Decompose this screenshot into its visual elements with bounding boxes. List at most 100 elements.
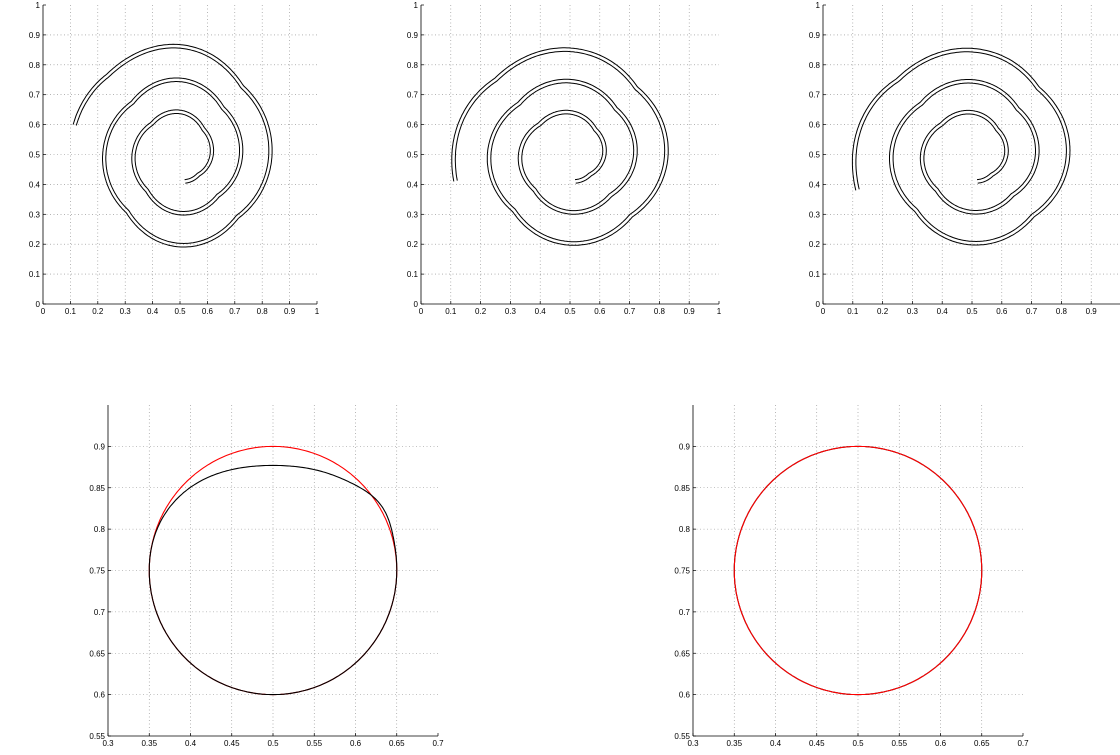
y-tick-label: 0 — [36, 300, 41, 309]
y-tick-label: 0.3 — [809, 210, 821, 219]
panel-top-left: 0 0.1 0.2 0.3 0.4 0.5 0.6 0.7 0.8 0.9 1 0 0.1 0.2 0.3 0… — [29, 1, 320, 316]
y-tick-label: 0.4 — [809, 180, 821, 189]
x-tick-label: 0.4 — [535, 307, 547, 316]
x-tick-label: 0.6 — [996, 307, 1008, 316]
x-tick-label: 0.9 — [684, 307, 696, 316]
series-line — [148, 464, 398, 696]
y-tick-label: 0.9 — [407, 31, 419, 40]
y-tick-label: 0 — [414, 300, 419, 309]
y-tick-label: 0.7 — [407, 91, 419, 100]
x-tick-label: 0.2 — [92, 307, 104, 316]
y-tick-label: 0.7 — [29, 91, 41, 100]
y-tick-label: 0.85 — [674, 484, 690, 493]
y-tick-label: 0.8 — [679, 525, 691, 534]
x-tick-label: 0.3 — [120, 307, 132, 316]
x-tick-label: 0.8 — [654, 307, 666, 316]
x-tick-label: 0.7 — [1026, 307, 1038, 316]
y-tick-label: 0.9 — [94, 442, 106, 451]
x-tick-label: 0.1 — [445, 307, 457, 316]
x-tick-label: 1 — [315, 307, 320, 316]
series-line-outer — [851, 47, 1071, 246]
series-line-outer — [72, 43, 273, 248]
x-tick-label: 0.4 — [147, 307, 159, 316]
panel-bottom-right: 0.3 0.35 0.4 0.45 0.5 0.55 0.6 0.65 0.7 0.55 0.6 0.… — [674, 405, 1029, 748]
y-tick-label: 0.75 — [674, 567, 690, 576]
y-tick-label: 0.5 — [29, 151, 41, 160]
series-line-inner — [855, 51, 1067, 243]
x-tick-label: 0.1 — [847, 307, 859, 316]
y-tick-label: 1 — [414, 1, 419, 10]
y-tick-label: 0.8 — [809, 61, 821, 70]
x-tick-label: 0.4 — [185, 739, 197, 748]
y-tick-label: 0.8 — [29, 61, 41, 70]
y-tick-label: 0.3 — [29, 210, 41, 219]
y-tick-label: 0.1 — [809, 270, 821, 279]
y-tick-label: 0.7 — [679, 608, 691, 617]
y-tick-label: 0.8 — [407, 61, 419, 70]
x-tick-label: 0.65 — [974, 739, 990, 748]
y-tick-label: 0.75 — [89, 567, 105, 576]
x-tick-label: 0.45 — [224, 739, 240, 748]
x-tick-label: 0.55 — [891, 739, 907, 748]
panel-bottom-left: 0.3 0.35 0.4 0.45 0.5 0.55 0.6 0.65 0.7 0.55 0.6 0.… — [89, 405, 444, 748]
x-tick-label: 0 — [821, 307, 826, 316]
x-tick-label: 0.4 — [770, 739, 782, 748]
y-tick-label: 0.55 — [674, 732, 690, 741]
y-tick-label: 0.3 — [407, 210, 419, 219]
y-tick-label: 0.7 — [809, 91, 821, 100]
x-tick-label: 0.35 — [726, 739, 742, 748]
x-tick-label: 0.5 — [564, 307, 576, 316]
x-tick-label: 0.3 — [505, 307, 517, 316]
y-tick-label: 0.4 — [29, 180, 41, 189]
y-tick-label: 0.65 — [674, 649, 690, 658]
x-tick-label: 0.3 — [907, 307, 919, 316]
panel-top-right: 0 0.1 0.2 0.3 0.4 0.5 0.6 0.7 0.8 0.9 0 0.1 0.2 0.3 0.… — [809, 1, 1120, 316]
y-tick-label: 0.6 — [679, 691, 691, 700]
x-tick-label: 0.2 — [475, 307, 487, 316]
y-tick-label: 0.2 — [29, 240, 41, 249]
x-tick-label: 0.8 — [257, 307, 269, 316]
y-tick-label: 0.1 — [29, 270, 41, 279]
y-tick-label: 0.9 — [29, 31, 41, 40]
x-tick-label: 0.5 — [267, 739, 279, 748]
x-tick-label: 0.2 — [877, 307, 889, 316]
y-tick-label: 0.6 — [94, 691, 106, 700]
y-tick-label: 0.6 — [407, 121, 419, 130]
x-tick-label: 0.55 — [306, 739, 322, 748]
y-tick-label: 0.1 — [407, 270, 419, 279]
y-tick-label: 1 — [816, 1, 821, 10]
x-tick-label: 0.5 — [174, 307, 186, 316]
y-tick-label: 0.6 — [29, 121, 41, 130]
x-tick-label: 0.3 — [102, 739, 114, 748]
series-line-inner — [454, 50, 666, 243]
y-tick-label: 0.5 — [407, 151, 419, 160]
x-tick-label: 0.65 — [389, 739, 405, 748]
x-tick-label: 0.45 — [809, 739, 825, 748]
x-tick-label: 0.6 — [935, 739, 947, 748]
y-tick-label: 0.85 — [89, 484, 105, 493]
x-tick-label: 1 — [717, 307, 722, 316]
x-tick-label: 0.7 — [1017, 739, 1029, 748]
x-tick-label: 0.7 — [624, 307, 636, 316]
x-tick-label: 0.7 — [432, 739, 444, 748]
series-line-inner — [75, 47, 270, 245]
x-tick-label: 0 — [419, 307, 424, 316]
x-tick-label: 0.35 — [141, 739, 157, 748]
y-tick-label: 0.6 — [809, 121, 821, 130]
y-tick-label: 0.8 — [94, 525, 106, 534]
y-tick-label: 0.7 — [94, 608, 106, 617]
series-line-outer — [451, 47, 669, 246]
x-tick-label: 0.6 — [594, 307, 606, 316]
x-tick-label: 0.5 — [966, 307, 978, 316]
x-tick-label: 0.9 — [1086, 307, 1098, 316]
y-tick-label: 0.5 — [809, 151, 821, 160]
x-tick-label: 0.1 — [65, 307, 77, 316]
y-tick-label: 0.55 — [89, 732, 105, 741]
x-tick-label: 0.6 — [350, 739, 362, 748]
x-tick-label: 0 — [41, 307, 46, 316]
x-tick-label: 0.7 — [229, 307, 241, 316]
y-tick-label: 0.4 — [407, 180, 419, 189]
y-tick-label: 0.9 — [679, 442, 691, 451]
series-line — [733, 445, 983, 696]
